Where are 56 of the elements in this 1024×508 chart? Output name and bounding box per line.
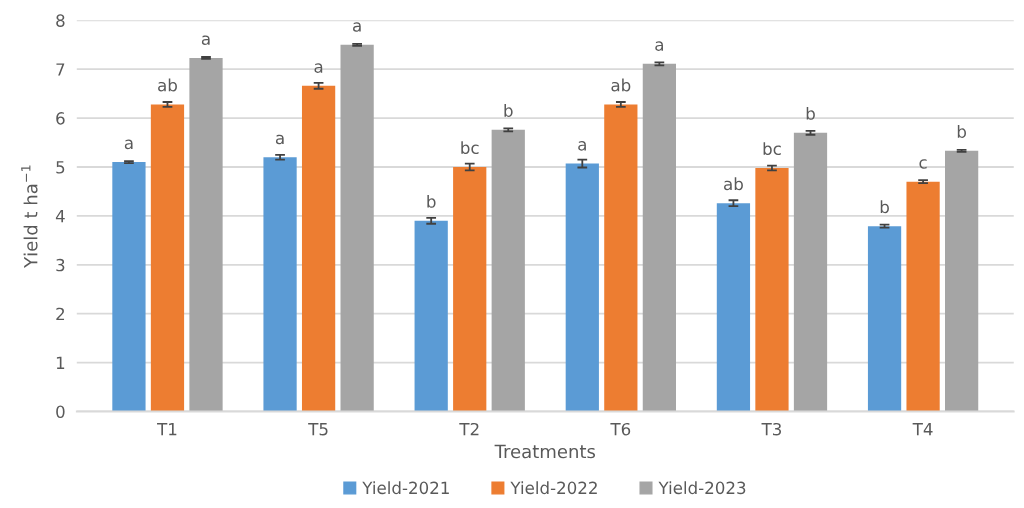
data-label: a (353, 22, 361, 32)
legend-label: Yield-2023 (658, 481, 746, 495)
bar (755, 167, 789, 412)
x-tick-label: T1 (157, 423, 177, 436)
data-label: a (314, 63, 323, 73)
data-label: b (427, 194, 436, 208)
y-tick-label: 1 (56, 356, 65, 369)
bar (604, 104, 638, 412)
bar (945, 150, 979, 412)
bar (150, 104, 185, 412)
y-tick-label: 6 (56, 112, 65, 125)
y-tick-label: 2 (56, 307, 65, 321)
data-label: ab (158, 78, 177, 92)
bar (301, 85, 336, 412)
data-label: a (124, 139, 133, 150)
data-label: a (655, 41, 663, 51)
x-tick-label: T3 (761, 422, 782, 436)
bar (453, 167, 487, 412)
data-label: b (880, 200, 889, 214)
data-label: a (275, 134, 284, 145)
y-tick-label: 3 (56, 258, 65, 272)
legend-label: Yield-2022 (510, 481, 597, 495)
legend-label: Yield-2021 (362, 481, 449, 495)
bar (414, 220, 448, 412)
y-tick-label: 0 (56, 405, 65, 419)
x-tick-label: T5 (308, 423, 328, 436)
bar (906, 181, 940, 412)
x-tick-label: T6 (610, 422, 631, 436)
bar (340, 44, 374, 412)
data-label: bc (461, 141, 479, 155)
bar (642, 63, 676, 412)
bar (793, 132, 828, 412)
data-label: b (957, 125, 966, 138)
y-tick-label: 4 (55, 210, 65, 223)
data-label: bc (763, 142, 781, 156)
bar (867, 226, 902, 412)
x-axis-title: Treatments (494, 444, 596, 459)
bar (491, 129, 525, 412)
y-tick-label: 5 (56, 161, 65, 174)
bar (112, 162, 146, 412)
data-label: b (504, 103, 513, 117)
bar (189, 57, 223, 412)
bar (716, 203, 751, 412)
data-label: b (806, 106, 815, 120)
y-tick-label: 8 (56, 14, 65, 27)
x-tick-label: T2 (459, 422, 479, 436)
data-label: ab (611, 78, 631, 92)
x-tick-label: T4 (912, 423, 933, 436)
bar (565, 163, 599, 412)
y-axis-title: Yield t ha$^{−1}$ (21, 165, 38, 268)
data-label: a (578, 141, 586, 151)
y-tick-label: 7 (56, 63, 65, 76)
data-label: ab (724, 177, 743, 191)
data-label: c (919, 159, 927, 169)
bar (263, 157, 297, 412)
data-label: a (201, 35, 210, 46)
